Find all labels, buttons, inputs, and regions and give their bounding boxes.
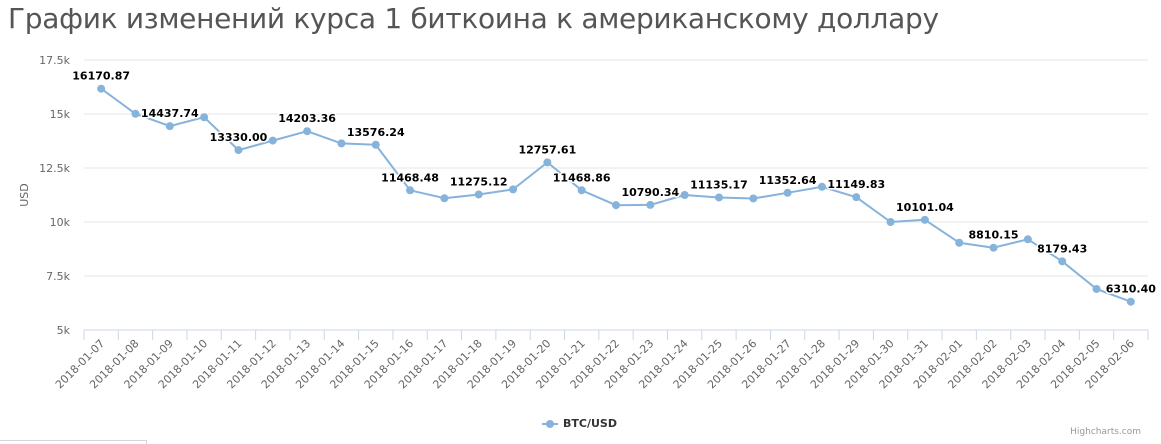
corner-frame (0, 440, 147, 444)
y-tick-label: 10k (50, 216, 71, 229)
data-point (886, 218, 895, 226)
y-axis-label: USD (18, 183, 31, 207)
data-point (783, 188, 792, 197)
data-label: 11468.48 (381, 171, 439, 184)
data-label: 13330.00 (210, 131, 268, 144)
data-point (577, 186, 586, 195)
y-tick-label: 17.5k (39, 54, 70, 67)
data-label: 11135.17 (690, 178, 748, 191)
data-point (646, 200, 655, 209)
data-point (1023, 235, 1032, 244)
data-label: 12757.61 (518, 143, 576, 156)
data-point (97, 84, 106, 93)
data-label: 13576.24 (347, 126, 405, 139)
data-point (1126, 297, 1135, 306)
series-btc-usd (97, 84, 1135, 306)
data-point (612, 201, 620, 210)
data-point (234, 146, 243, 155)
data-point (200, 113, 209, 122)
data-label: 14203.36 (278, 112, 336, 125)
y-tick-label: 5k (57, 324, 71, 337)
data-point (131, 109, 140, 118)
data-point (543, 158, 552, 167)
data-point (680, 191, 689, 199)
data-label: 8810.15 (968, 229, 1018, 242)
legend-label: BTC/USD (563, 417, 617, 430)
data-label: 11149.83 (827, 178, 885, 191)
y-tick-label: 7.5k (46, 270, 70, 283)
data-point (1092, 284, 1101, 293)
grid-lines (84, 59, 1148, 331)
y-tick-label: 15k (50, 108, 71, 121)
data-point (337, 139, 346, 148)
page-title: График изменений курса 1 биткоина к амер… (8, 2, 939, 35)
highcharts-credit[interactable]: Highcharts.com (1070, 427, 1141, 437)
data-label: 11352.64 (759, 174, 817, 187)
x-axis (83, 329, 1149, 340)
data-label: 14437.74 (141, 107, 199, 120)
data-point (371, 140, 380, 149)
data-point (955, 238, 964, 247)
legend-marker-icon (542, 419, 558, 429)
data-point (165, 122, 174, 131)
data-point (303, 127, 312, 136)
legend[interactable]: BTC/USD (542, 417, 617, 430)
data-point (989, 243, 998, 252)
x-axis-ticks: 2018-01-072018-01-082018-01-092018-01-10… (53, 337, 1137, 391)
data-labels: 16170.87 14437.74 13330.00 14203.36 13576.24… (71, 68, 1158, 297)
data-point (268, 136, 277, 145)
data-point (852, 193, 861, 202)
data-label: 10101.04 (896, 201, 954, 214)
data-point (1058, 257, 1067, 266)
data-point (920, 215, 929, 224)
data-label: 10790.34 (621, 186, 679, 199)
data-point (749, 194, 758, 203)
data-point (474, 190, 483, 199)
data-label: 6310.40 (1106, 283, 1156, 296)
data-label: 8179.43 (1037, 242, 1087, 255)
data-point (817, 182, 826, 191)
data-label: 11275.12 (450, 175, 508, 188)
data-point (406, 186, 415, 195)
series-line (100, 87, 1132, 303)
y-axis-ticks: 5k 7.5k 10k 12.5k 15k 17.5k (39, 54, 70, 337)
data-label: 16170.87 (72, 70, 130, 83)
y-tick-label: 12.5k (39, 162, 70, 175)
data-point (440, 194, 449, 203)
data-point (714, 193, 723, 202)
data-label: 11468.86 (553, 171, 611, 184)
data-point (509, 185, 518, 194)
